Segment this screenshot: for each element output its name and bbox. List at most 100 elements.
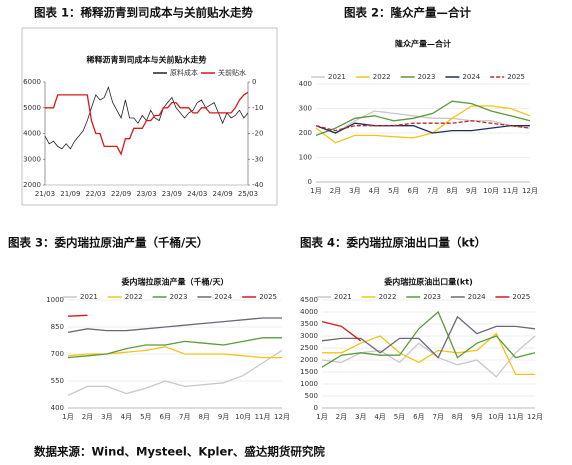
y-tick-label: 1000: [46, 296, 64, 304]
y-tick-label: 2000: [23, 181, 41, 189]
x-tick-label: 7月: [179, 413, 190, 421]
y-tick-label: 550: [51, 377, 64, 385]
series-line: [67, 346, 282, 359]
chart-title: 稀释沥青到司成本与关前贴水走势: [87, 55, 207, 65]
legend-label: 2023: [418, 73, 436, 81]
legend-label: 2021: [80, 293, 98, 301]
x-tick-label: 2月: [330, 187, 341, 195]
y-tick-label: 6000: [23, 78, 41, 86]
series-line: [67, 349, 283, 396]
x-tick-label: 25/03: [238, 190, 258, 198]
x-tick-label: 6月: [413, 413, 424, 421]
series-line: [315, 105, 531, 144]
x-tick-label: 9月: [218, 413, 229, 421]
x-tick-label: 22/09: [111, 190, 131, 198]
x-tick-label: 24/03: [187, 190, 207, 198]
y-tick-label: 1000: [300, 380, 318, 388]
x-tick-label: 7月: [432, 413, 443, 421]
x-tick-label: 4月: [374, 413, 385, 421]
legend-label: 2021: [328, 73, 346, 81]
x-tick-label: 1月: [310, 187, 321, 195]
x-tick-label: 4月: [369, 187, 380, 195]
legend-label: 2025: [507, 73, 525, 81]
y2-tick-label: -10: [252, 104, 263, 112]
y-tick-label: 100: [299, 154, 312, 162]
legend-label: 2023: [423, 293, 441, 301]
series-line: [315, 110, 531, 134]
y-tick-label: 850: [51, 323, 64, 331]
y-tick-label: 400: [299, 80, 312, 88]
y2-tick-label: 0: [252, 78, 256, 86]
x-tick-label: 22/03: [86, 190, 106, 198]
x-tick-label: 4月: [121, 413, 132, 421]
series-line: [321, 335, 536, 378]
series-line: [315, 100, 531, 137]
caption: 图表 4：委内瑞拉原油出口量（kt）: [300, 236, 486, 250]
y-tick-label: 2000: [300, 356, 318, 364]
y-tick-label: 4000: [300, 308, 318, 316]
y-tick-label: 400: [51, 404, 64, 412]
x-tick-label: 11月: [503, 187, 519, 195]
y2-tick-label: -20: [252, 130, 263, 138]
series-line: [44, 85, 249, 150]
legend-label: 2024: [468, 293, 486, 301]
x-tick-label: 8月: [198, 413, 209, 421]
x-tick-label: 23/09: [162, 190, 182, 198]
x-tick-label: 9月: [466, 187, 477, 195]
y2-tick-label: -30: [252, 155, 263, 163]
x-tick-label: 2月: [336, 413, 347, 421]
x-tick-label: 10月: [488, 413, 504, 421]
x-tick-label: 23/03: [136, 190, 156, 198]
legend-label: 2023: [170, 293, 188, 301]
x-tick-label: 24/09: [213, 190, 233, 198]
caption: 图表 2：隆众产量—合计: [344, 6, 472, 20]
caption: 图表 3：委内瑞拉原油产量（千桶/天）: [8, 236, 208, 250]
x-tick-label: 8月: [446, 187, 457, 195]
y-tick-label: 0: [314, 404, 318, 412]
series-line: [321, 310, 536, 368]
x-tick-label: 11月: [508, 413, 524, 421]
x-tick-label: 21/03: [35, 190, 55, 198]
x-tick-label: 12月: [274, 413, 290, 421]
x-tick-label: 9月: [471, 413, 482, 421]
series-line: [67, 317, 282, 334]
y-tick-label: 500: [305, 392, 318, 400]
y-tick-label: 300: [299, 105, 312, 113]
x-tick-label: 5月: [140, 413, 151, 421]
x-tick-label: 7月: [427, 187, 438, 195]
y-tick-label: 1500: [300, 368, 318, 376]
series-line: [67, 314, 88, 317]
series-line: [321, 320, 362, 342]
y-tick-label: 3500: [300, 320, 318, 328]
y-tick-label: 4500: [300, 296, 318, 304]
series-line: [321, 315, 536, 359]
x-tick-label: 3月: [355, 413, 366, 421]
legend-label: 2022: [125, 293, 143, 301]
y-tick-label: 4000: [23, 130, 41, 138]
x-tick-label: 11月: [255, 413, 271, 421]
x-tick-label: 5月: [388, 187, 399, 195]
x-tick-label: 21/09: [60, 190, 80, 198]
legend-label: 2022: [373, 73, 391, 81]
source: 数据来源：Wind、Mysteel、Kpler、盛达期货研究院: [34, 445, 325, 459]
legend-label: 2025: [259, 293, 277, 301]
x-tick-label: 10月: [235, 413, 251, 421]
chart-title: 委内瑞拉原油出口量(kt): [383, 277, 472, 287]
x-tick-label: 6月: [408, 187, 419, 195]
legend-label: 2022: [379, 293, 397, 301]
chart-title: 委内瑞拉原油产量（千桶/天）: [121, 277, 229, 287]
legend-label: 关前贴水: [218, 68, 246, 77]
y-tick-label: 5000: [23, 104, 41, 112]
series-line: [67, 337, 282, 359]
x-tick-label: 6月: [160, 413, 171, 421]
series-line: [315, 120, 531, 132]
x-tick-label: 8月: [452, 413, 463, 421]
x-tick-label: 12月: [527, 413, 543, 421]
x-tick-label: 2月: [82, 413, 93, 421]
y-tick-label: 200: [299, 129, 312, 137]
series-line: [45, 91, 249, 156]
x-tick-label: 5月: [394, 413, 405, 421]
y-tick-label: 0: [308, 178, 312, 186]
legend-label: 原料成本: [170, 68, 198, 77]
x-tick-label: 3月: [101, 413, 112, 421]
